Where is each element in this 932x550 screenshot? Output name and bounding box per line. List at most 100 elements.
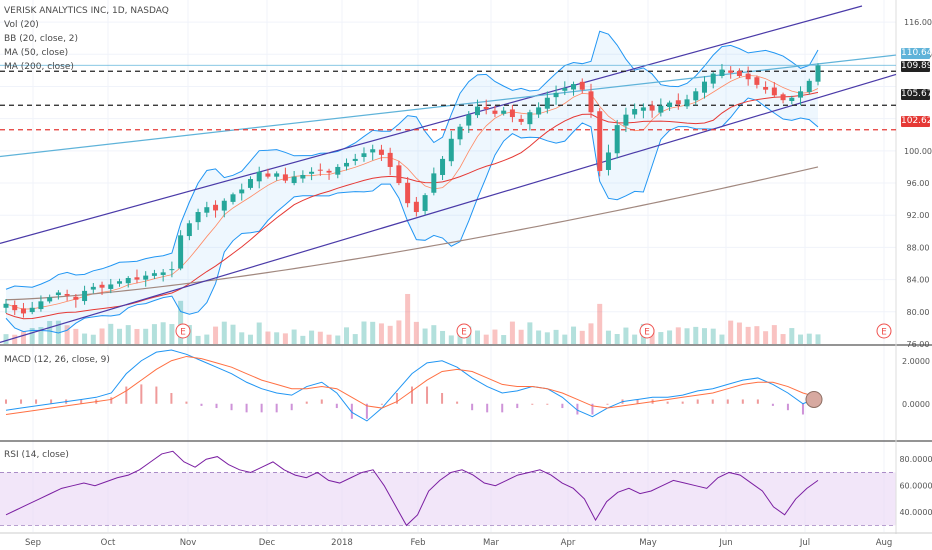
candle-body: [221, 200, 227, 211]
volume-bar: [117, 328, 123, 344]
drawn-trendlines[interactable]: [0, 5, 897, 343]
volume-bar: [684, 328, 690, 344]
candle-body: [667, 102, 673, 108]
candle-body: [247, 179, 253, 188]
candle-body: [640, 107, 646, 111]
macd-histogram-bar: [546, 403, 549, 405]
light-trendline: [0, 54, 897, 158]
volume-bar: [701, 328, 707, 344]
indicator-volume-label[interactable]: Vol (20): [4, 20, 39, 30]
macd-histogram-bar: [185, 401, 188, 404]
macd-histogram-bar: [441, 393, 444, 404]
macd-histogram-bar: [170, 393, 173, 404]
price-tick-label: 84.00: [907, 276, 930, 285]
volume-bar: [536, 330, 542, 344]
candle-body: [405, 182, 411, 204]
candle-body: [282, 174, 288, 181]
volume-bar: [82, 333, 88, 344]
volume-bar: [352, 334, 358, 344]
pane-separators[interactable]: [0, 0, 932, 534]
candle-body: [448, 138, 454, 162]
macd-histogram-bar: [531, 403, 534, 405]
candle-body: [754, 77, 760, 85]
macd-histogram-bar: [756, 399, 759, 404]
volume-bar: [370, 321, 376, 344]
candle-body: [789, 97, 795, 101]
candlesticks: [3, 63, 821, 318]
macd-indicator-label[interactable]: MACD (12, 26, close, 9): [4, 355, 110, 365]
rsi-indicator-label[interactable]: RSI (14, close): [4, 450, 69, 460]
macd-histogram-bar: [275, 403, 278, 413]
macd-histogram-bar: [501, 403, 504, 413]
macd-histogram-bar: [681, 401, 684, 404]
candle-body: [597, 111, 603, 171]
candle-body: [693, 91, 699, 101]
earnings-circle: [876, 323, 892, 339]
candle-body: [256, 171, 262, 182]
candle-body: [134, 277, 140, 280]
volume-bar: [134, 328, 140, 344]
macd-histogram-bar: [260, 403, 263, 413]
time-tick-label: Nov: [180, 538, 197, 548]
volume-bar: [492, 329, 498, 344]
candle-body: [291, 176, 297, 184]
candle-body: [710, 73, 716, 84]
candle-body: [701, 81, 707, 93]
volume-bar: [728, 320, 734, 344]
rsi-tick-label: 40.0000: [899, 508, 932, 517]
candle-body: [588, 91, 594, 113]
candle-body: [579, 81, 585, 90]
candle-body: [265, 173, 271, 177]
candle-body: [117, 281, 123, 284]
earnings-marker[interactable]: E: [175, 323, 191, 339]
time-axis[interactable]: Sep Oct Nov Dec 2018 Feb Mar Apr May Jun Jul Aug: [25, 538, 892, 548]
candle-body: [178, 235, 184, 269]
macd-histogram-bar: [380, 403, 383, 405]
earnings-letter: E: [180, 328, 186, 338]
earnings-marker[interactable]: E: [456, 323, 472, 339]
candle-body: [73, 296, 79, 300]
macd-line: [5, 349, 819, 422]
volume-bar: [483, 334, 489, 344]
candle-body: [605, 152, 611, 170]
time-tick-label: Oct: [101, 538, 116, 548]
candle-body: [370, 149, 376, 153]
candle-body: [780, 94, 786, 101]
earnings-marker[interactable]: E: [876, 323, 892, 339]
indicator-ma200-label[interactable]: MA (200, close): [4, 62, 74, 72]
volume-bar: [73, 328, 79, 344]
earnings-circle: [456, 323, 472, 339]
indicator-ma50-label[interactable]: MA (50, close): [4, 48, 69, 58]
bollinger-bands: [5, 30, 819, 334]
volume-bar: [413, 321, 419, 344]
price-tick-label: 88.00: [907, 243, 930, 252]
candle-body: [815, 65, 821, 82]
candle-body: [474, 106, 480, 116]
volume-bar: [815, 334, 821, 344]
rsi-pane: [5, 450, 819, 527]
volume-bar: [108, 323, 114, 344]
volume-bar: [221, 321, 227, 344]
candle-body: [186, 223, 192, 237]
price-tick-label: 92.00: [907, 211, 930, 220]
volume-bar: [553, 329, 559, 344]
macd-histogram-bar: [245, 403, 248, 413]
volume-bar: [667, 330, 673, 344]
chart-title: VERISK ANALYTICS INC, 1D, NASDAQ: [4, 6, 169, 16]
volume-bar: [745, 326, 751, 344]
candle-body: [501, 110, 507, 114]
macd-histogram-bar: [591, 403, 594, 415]
candle-body: [195, 212, 201, 223]
price-tick-label: 96.00: [907, 179, 930, 188]
channel-upper-line: [0, 5, 863, 244]
earnings-circle: [639, 323, 655, 339]
macd-histogram-bar: [350, 403, 353, 419]
volume-bar: [256, 322, 262, 344]
price-tag-resistance: 109.89: [901, 61, 932, 72]
earnings-marker[interactable]: E: [639, 323, 655, 339]
indicator-bb-label[interactable]: BB (20, close, 2): [4, 34, 79, 44]
candle-body: [728, 70, 734, 73]
ma50-line: [5, 91, 819, 320]
